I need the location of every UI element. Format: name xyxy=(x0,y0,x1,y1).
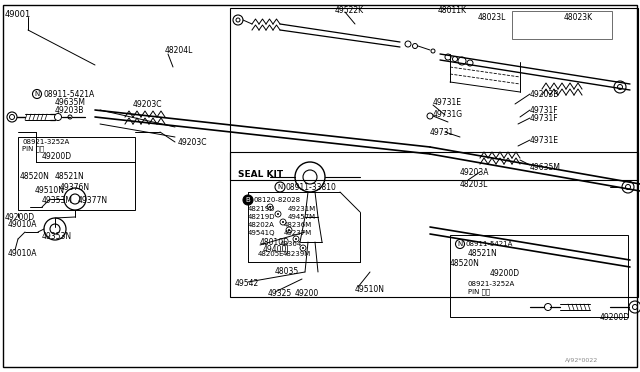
Text: 49731E: 49731E xyxy=(433,97,462,106)
Text: 48521N: 48521N xyxy=(55,171,84,180)
Text: 49200D: 49200D xyxy=(42,151,72,160)
Bar xyxy=(230,8,638,180)
Text: 49203B: 49203B xyxy=(530,90,559,99)
Circle shape xyxy=(277,213,279,215)
Text: A/92*0022: A/92*0022 xyxy=(565,357,598,362)
Text: 48205E: 48205E xyxy=(258,251,285,257)
Text: 49200D: 49200D xyxy=(600,312,630,321)
Text: 08921-3252A: 08921-3252A xyxy=(22,139,69,145)
Text: 48236M: 48236M xyxy=(284,222,312,228)
Text: 08120-82028: 08120-82028 xyxy=(254,197,301,203)
Text: 49510N: 49510N xyxy=(355,285,385,295)
Text: N: N xyxy=(458,241,463,247)
Circle shape xyxy=(288,229,290,231)
Text: N: N xyxy=(277,184,283,190)
Text: 48023L: 48023L xyxy=(478,13,506,22)
Text: 48219D: 48219D xyxy=(248,206,275,212)
Text: PIN ビ゚: PIN ビ゚ xyxy=(468,289,490,295)
Text: 08911-5421A: 08911-5421A xyxy=(466,241,513,247)
Text: 49353N: 49353N xyxy=(42,231,72,241)
Text: 49203A: 49203A xyxy=(460,167,490,176)
Text: N: N xyxy=(35,91,40,97)
Text: 48521N: 48521N xyxy=(468,250,498,259)
Bar xyxy=(18,137,135,210)
Text: 49325: 49325 xyxy=(268,289,292,298)
Text: 49231M: 49231M xyxy=(288,206,316,212)
Text: 49731F: 49731F xyxy=(530,113,559,122)
Text: 49510N: 49510N xyxy=(35,186,65,195)
Text: 49541Q: 49541Q xyxy=(248,230,275,236)
Circle shape xyxy=(295,238,297,240)
Text: 49731: 49731 xyxy=(430,128,454,137)
Text: 49203C: 49203C xyxy=(133,99,163,109)
Text: 48219D: 48219D xyxy=(248,214,275,220)
Text: 49353M: 49353M xyxy=(42,196,73,205)
Text: 49522K: 49522K xyxy=(335,6,364,15)
Text: 48520N: 48520N xyxy=(20,171,50,180)
Text: PIN ビ゚: PIN ビ゚ xyxy=(22,146,44,152)
Circle shape xyxy=(243,195,253,205)
Text: 49203C: 49203C xyxy=(178,138,207,147)
Text: 49200D: 49200D xyxy=(490,269,520,279)
Bar xyxy=(512,11,612,39)
Circle shape xyxy=(302,247,304,249)
Circle shape xyxy=(269,206,271,208)
Text: 49635M: 49635M xyxy=(55,97,86,106)
Text: 49010A: 49010A xyxy=(8,219,38,228)
Text: 49457M: 49457M xyxy=(288,214,316,220)
Text: 49203B: 49203B xyxy=(55,106,84,115)
Text: 48239M: 48239M xyxy=(283,251,311,257)
Text: 48520N: 48520N xyxy=(450,260,480,269)
Text: 49010A: 49010A xyxy=(8,250,38,259)
Text: 48023K: 48023K xyxy=(564,13,593,22)
Text: 49731G: 49731G xyxy=(433,109,463,119)
Text: 08921-3252A: 08921-3252A xyxy=(468,281,515,287)
Text: 49364: 49364 xyxy=(280,241,302,247)
Text: 48011K: 48011K xyxy=(438,6,467,15)
Text: SEAL KIT: SEAL KIT xyxy=(238,170,283,179)
Text: 49400J: 49400J xyxy=(263,246,290,254)
Text: 49200D: 49200D xyxy=(5,212,35,221)
Text: 48203L: 48203L xyxy=(460,180,488,189)
Bar xyxy=(230,152,638,297)
Text: 49200: 49200 xyxy=(295,289,319,298)
Text: 49001: 49001 xyxy=(5,10,31,19)
Text: 48202A: 48202A xyxy=(248,222,275,228)
Text: 48035: 48035 xyxy=(275,267,300,276)
Text: 49376N: 49376N xyxy=(60,183,90,192)
Text: 48010D: 48010D xyxy=(260,237,290,247)
Text: B: B xyxy=(246,197,250,203)
Text: 49731F: 49731F xyxy=(530,106,559,115)
Text: 49731E: 49731E xyxy=(530,135,559,144)
Text: 49377N: 49377N xyxy=(78,196,108,205)
Text: 08911-5421A: 08911-5421A xyxy=(43,90,94,99)
Bar xyxy=(450,235,628,317)
Text: 49542: 49542 xyxy=(235,279,259,289)
Text: 49237M: 49237M xyxy=(284,230,312,236)
Text: 49635M: 49635M xyxy=(530,163,561,171)
Text: 08911-33810: 08911-33810 xyxy=(286,183,337,192)
Text: 48204L: 48204L xyxy=(165,45,193,55)
Circle shape xyxy=(282,221,284,223)
